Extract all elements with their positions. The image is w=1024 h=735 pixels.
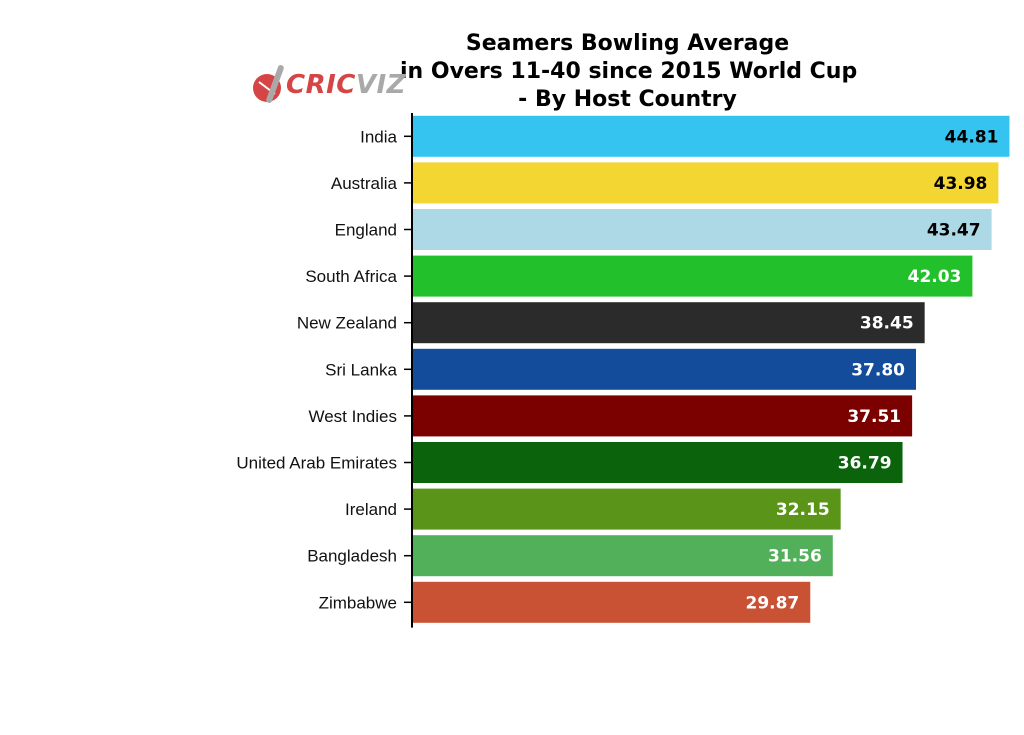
y-tick-label: India (360, 127, 397, 146)
cricviz-logo: CRICVIZ (250, 62, 406, 112)
bar-value-label: 43.98 (934, 174, 988, 194)
bar-value-label: 37.51 (847, 407, 901, 427)
y-tick-label: New Zealand (297, 314, 397, 333)
bar-value-label: 42.03 (908, 267, 962, 287)
bar-ireland (413, 488, 841, 530)
bar-value-label: 32.15 (776, 500, 830, 520)
y-tick-label: West Indies (308, 407, 397, 426)
y-tick-label: England (335, 221, 397, 240)
chart-title-line-3: - By Host Country (518, 87, 737, 112)
bar-value-label: 37.80 (851, 360, 905, 380)
logo-text-cric: CRIC (286, 70, 356, 100)
bar-value-label: 44.81 (945, 127, 999, 147)
bar-south-africa (413, 255, 973, 297)
y-tick-label: Sri Lanka (325, 360, 397, 379)
chart-title-line-1: Seamers Bowling Average (465, 31, 790, 56)
y-tick-label: Zimbabwe (319, 593, 397, 612)
y-tick-label: Australia (331, 174, 398, 193)
bar-england (413, 209, 992, 250)
chart-title: Seamers Bowling Average in Overs 11-40 s… (400, 30, 858, 114)
logo-text: CRICVIZ (286, 70, 406, 100)
y-tick-label: South Africa (305, 267, 397, 286)
bar-west-indies (413, 395, 913, 437)
bar-bangladesh (413, 535, 833, 577)
bar-value-label: 29.87 (745, 593, 799, 613)
y-tick-label: Ireland (345, 500, 397, 519)
chart-title-line-2: in Overs 11-40 since 2015 World Cup (400, 59, 858, 84)
bar-value-label: 36.79 (838, 454, 892, 474)
bar-australia (413, 162, 999, 204)
logo-text-viz: VIZ (355, 70, 407, 100)
bar-value-label: 38.45 (860, 314, 914, 334)
bar-india (413, 115, 1010, 157)
bar-value-label: 43.47 (927, 221, 981, 241)
y-tick-label: Bangladesh (307, 547, 397, 566)
cricket-bat-ball-icon (253, 65, 284, 103)
bar-united-arab-emirates (413, 442, 903, 483)
bar-value-label: 31.56 (768, 547, 822, 567)
bar-new-zealand (413, 302, 925, 344)
bar-sri-lanka (413, 348, 916, 390)
y-tick-label: United Arab Emirates (236, 454, 397, 473)
bar-zimbabwe (413, 581, 811, 623)
